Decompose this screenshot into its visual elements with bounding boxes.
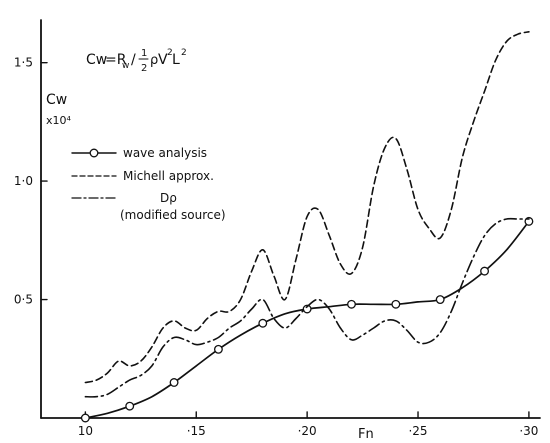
formula-sub: w — [122, 61, 129, 71]
x-tick-label: ·15 — [187, 424, 206, 438]
x-tick-label: ·20 — [298, 424, 317, 438]
x-tick-label: 10 — [78, 424, 93, 438]
formula-div: / — [131, 52, 136, 68]
legend-label-modified-source: (modified source) — [120, 208, 226, 222]
formula-den: 2 — [141, 63, 147, 74]
wave-analysis-marker — [125, 401, 135, 411]
y-axis-title: Cw x10⁴ — [46, 92, 72, 127]
x-tick-label: ·25 — [408, 424, 427, 438]
legend-label-wave-analysis: wave analysis — [123, 146, 207, 160]
series-layer — [80, 31, 534, 423]
series-michell-line — [84, 31, 530, 384]
legend-marker-circle — [89, 148, 99, 158]
wave-analysis-marker — [80, 413, 90, 423]
formula-eq: =R — [105, 52, 127, 68]
plot-frame — [40, 19, 541, 419]
y-tick-label: 0·5 — [14, 293, 33, 307]
y-tick-label: 1·5 — [14, 56, 33, 70]
series-wave-analysis-line — [84, 220, 530, 419]
axis-ticks: 10 ·15 ·20 ·25 ·30 0·5 1·0 1·5 — [14, 56, 539, 438]
series-drho-line — [84, 217, 530, 398]
wave-analysis-marker — [480, 266, 490, 276]
formula-rho: ρ — [150, 53, 158, 68]
formula-exp: 2 — [167, 48, 173, 58]
x-tick-label: ·30 — [519, 424, 538, 438]
y-axis-unit: x10⁴ — [46, 114, 72, 127]
formula-lhs: Cw — [86, 52, 107, 68]
wave-analysis-marker — [391, 299, 401, 309]
legend-item-michell: Michell approx. — [71, 169, 214, 183]
wave-analysis-marker — [169, 378, 179, 387]
wave-analysis-marker — [435, 295, 445, 304]
wave-analysis-marker — [258, 318, 268, 328]
formula-num: 1 — [141, 48, 147, 59]
y-axis-label: Cw — [46, 92, 67, 108]
wave-analysis-marker — [213, 344, 223, 354]
formula-annotation: Cw =R w / 1 2 ρ V 2 L 2 — [86, 48, 187, 74]
legend: wave analysis Michell approx. Dρ (modifi… — [71, 146, 226, 222]
x-axis-label: Fn — [358, 427, 374, 442]
formula-l: L — [172, 52, 180, 68]
legend-item-wave-analysis: wave analysis — [71, 146, 207, 160]
formula-exp2: 2 — [181, 48, 187, 58]
formula-v: V — [158, 52, 168, 68]
legend-label-drho: Dρ — [160, 191, 177, 205]
wave-analysis-marker — [347, 299, 356, 309]
wave-analysis-marker — [302, 304, 312, 314]
legend-item-drho: Dρ (modified source) — [71, 191, 226, 222]
y-tick-label: 1·0 — [14, 174, 33, 188]
legend-label-michell: Michell approx. — [123, 169, 214, 183]
